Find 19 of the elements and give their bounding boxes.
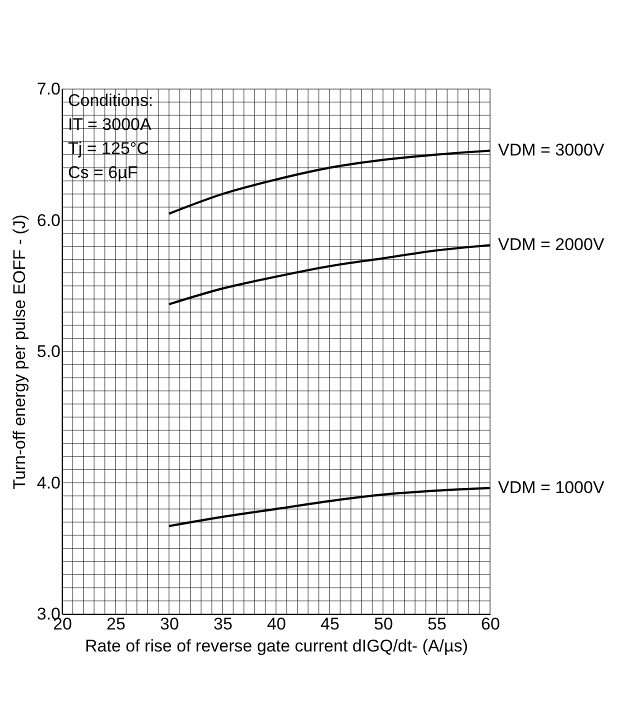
x-tick-label: 50 xyxy=(374,614,393,634)
series-label: VDM = 3000V xyxy=(498,140,605,160)
y-axis-title: Turn-off energy per pulse EOFF - (J) xyxy=(10,214,29,490)
x-axis-title: Rate of rise of reverse gate current dIGQ/dt- (A/µs) xyxy=(85,636,468,656)
y-tick-label: 4.0 xyxy=(36,473,60,492)
x-tick-label: 45 xyxy=(320,614,340,634)
x-tick-label: 40 xyxy=(267,614,286,634)
y-tick-label: 5.0 xyxy=(36,342,60,361)
y-tick-label: 7.0 xyxy=(36,80,60,98)
series-label: VDM = 2000V xyxy=(498,235,605,254)
x-tick-label: 25 xyxy=(106,614,126,634)
y-tick-label: 6.0 xyxy=(36,210,60,230)
x-tick-label: 60 xyxy=(481,614,500,634)
x-tick-label: 55 xyxy=(428,614,446,634)
line-series xyxy=(168,150,492,215)
x-tick-label: 35 xyxy=(214,614,232,634)
x-tick-label: 30 xyxy=(160,614,179,634)
line-series xyxy=(168,486,492,528)
series-label: VDM = 1000V xyxy=(498,478,605,497)
